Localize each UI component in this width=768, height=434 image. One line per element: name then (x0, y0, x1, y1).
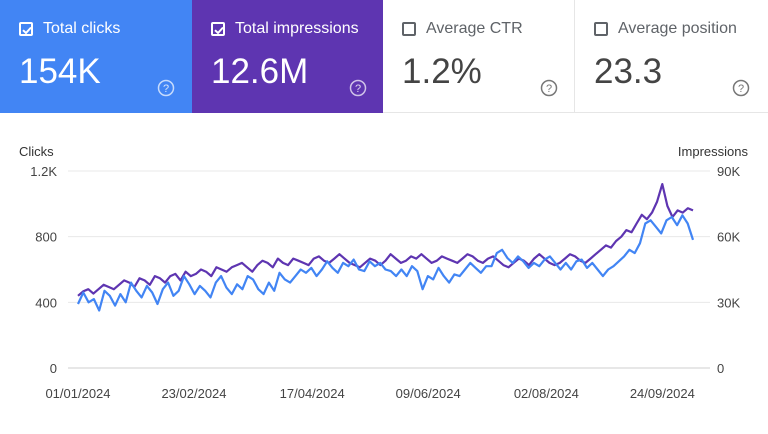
series-lines (77, 183, 695, 312)
clicks-series-line (77, 214, 695, 312)
metric-label: Average CTR (426, 20, 523, 37)
total-clicks-card[interactable]: Total clicks 154K ? (0, 0, 192, 113)
svg-text:?: ? (546, 83, 552, 95)
right-y-tick-label: 60K (717, 230, 740, 245)
total-impressions-card[interactable]: Total impressions 12.6M ? (192, 0, 383, 113)
x-tick-label: 17/04/2024 (280, 386, 345, 401)
right-y-tick-label: 0 (717, 361, 724, 376)
x-tick-label: 09/06/2024 (396, 386, 461, 401)
metric-value: 12.6M (211, 52, 309, 91)
svg-text:?: ? (163, 83, 169, 95)
left-axis-title: Clicks (19, 144, 54, 159)
chart-grid (68, 170, 710, 369)
x-tick-label: 23/02/2024 (161, 386, 226, 401)
right-y-tick-label: 90K (717, 164, 740, 179)
svg-text:?: ? (355, 83, 361, 95)
x-tick-label: 24/09/2024 (630, 386, 695, 401)
help-circle-icon[interactable]: ? (157, 79, 175, 97)
checkbox-unchecked-icon[interactable] (594, 22, 608, 36)
metric-cards: Total clicks 154K ? Total impressions 12… (0, 0, 768, 113)
impressions-series-line (77, 183, 694, 297)
svg-text:?: ? (738, 83, 744, 95)
metric-value: 154K (19, 52, 101, 91)
help-circle-icon[interactable]: ? (540, 79, 558, 97)
left-y-ticks: 0 400 800 1.2K (30, 164, 57, 376)
left-y-tick-label: 800 (35, 230, 57, 245)
left-y-tick-label: 400 (35, 295, 57, 310)
x-tick-label: 01/01/2024 (45, 386, 110, 401)
metric-value: 23.3 (594, 52, 663, 91)
checkbox-checked-icon[interactable] (19, 22, 33, 36)
metric-label: Total impressions (235, 20, 359, 37)
right-y-ticks: 0 30K 60K 90K (717, 164, 740, 376)
help-circle-icon[interactable]: ? (349, 79, 367, 97)
checkbox-checked-icon[interactable] (211, 22, 225, 36)
right-y-tick-label: 30K (717, 295, 740, 310)
help-circle-icon[interactable]: ? (732, 79, 750, 97)
right-axis-title: Impressions (678, 144, 749, 159)
metric-value: 1.2% (402, 52, 482, 91)
left-y-tick-label: 0 (50, 361, 57, 376)
x-tick-label: 02/08/2024 (514, 386, 579, 401)
average-position-card[interactable]: Average position 23.3 ? (575, 0, 768, 113)
metric-label: Total clicks (43, 20, 121, 37)
metric-label: Average position (618, 20, 737, 37)
average-ctr-card[interactable]: Average CTR 1.2% ? (383, 0, 575, 113)
checkbox-unchecked-icon[interactable] (402, 22, 416, 36)
x-ticks: 01/01/2024 23/02/2024 17/04/2024 09/06/2024… (45, 386, 694, 401)
left-y-tick-label: 1.2K (30, 164, 57, 179)
